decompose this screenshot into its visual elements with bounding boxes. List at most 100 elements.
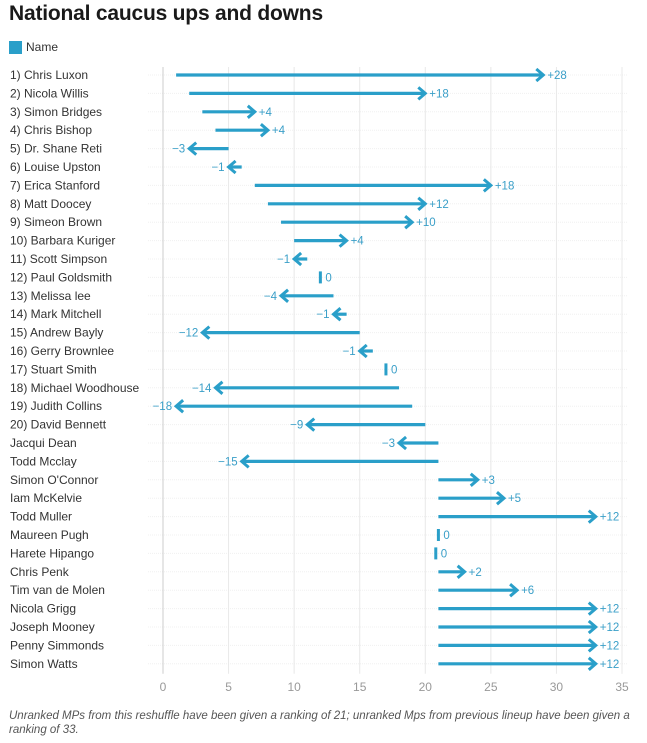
change-value-label: +3 <box>482 475 495 487</box>
row-name-label: Todd Mcclay <box>10 454 77 468</box>
row-name-label: 3) Simon Bridges <box>10 105 102 119</box>
row-name-label: Nicola Grigg <box>10 602 76 616</box>
change-arrow-head <box>278 288 290 303</box>
change-value-label: +4 <box>272 125 286 137</box>
row-name-label: 6) Louise Upston <box>10 160 101 174</box>
change-value-label: +28 <box>547 70 567 82</box>
change-arrow-head <box>304 417 316 432</box>
change-arrow-head <box>404 215 415 230</box>
change-arrow-head <box>587 509 599 524</box>
zero-change-mark <box>384 363 388 376</box>
x-tick-label: 25 <box>484 680 498 694</box>
row-name-label: 5) Dr. Shane Reti <box>10 142 102 156</box>
x-tick-label: 20 <box>419 680 433 694</box>
change-arrow-head <box>173 399 185 414</box>
chart-footnote: Unranked MPs from this reshuffle have be… <box>9 710 630 736</box>
legend-swatch <box>9 40 22 54</box>
row-name-label: 8) Matt Doocey <box>10 197 91 211</box>
change-value-label: 0 <box>391 364 397 376</box>
change-arrow-head <box>331 307 342 322</box>
row-name-label: 9) Simeon Brown <box>10 215 102 229</box>
change-value-label: 0 <box>325 272 331 284</box>
change-value-label: +12 <box>429 199 449 211</box>
change-arrow-head <box>226 159 237 175</box>
row-name-label: 12) Paul Goldsmith <box>10 270 112 284</box>
change-arrow-head <box>587 619 599 635</box>
change-value-label: −3 <box>172 144 185 156</box>
change-value-label: +10 <box>416 217 436 229</box>
change-value-label: +12 <box>600 604 620 616</box>
row-name-label: 19) Judith Collins <box>10 399 102 413</box>
zero-change-mark <box>436 529 440 541</box>
row-name-label: Tim van de Molen <box>10 583 105 597</box>
x-tick-label: 30 <box>550 680 564 694</box>
change-value-label: +2 <box>469 567 482 579</box>
row-name-label: 14) Mark Mitchell <box>10 307 101 321</box>
row-name-label: Penny Simmonds <box>10 638 104 652</box>
row-name-label: 2) Nicola Willis <box>10 86 89 100</box>
row-name-label: 7) Erica Stanford <box>10 178 100 192</box>
change-arrow-head <box>456 564 467 579</box>
x-tick-label: 35 <box>615 680 629 694</box>
change-value-label: 0 <box>443 530 449 542</box>
change-arrow-head <box>357 343 368 359</box>
change-arrow-head <box>186 141 198 156</box>
change-arrow-head <box>246 104 258 119</box>
change-arrow-head <box>213 380 224 395</box>
change-arrow-head <box>535 67 546 83</box>
row-name-label: 18) Michael Woodhouse <box>10 381 140 395</box>
change-arrow-head <box>587 656 599 671</box>
change-value-label: −9 <box>290 420 303 432</box>
change-value-label: −3 <box>382 438 395 450</box>
x-tick-label: 15 <box>353 680 367 694</box>
change-arrow-head <box>469 472 481 487</box>
change-value-label: −1 <box>211 162 224 174</box>
change-arrow-head <box>417 196 428 211</box>
row-name-label: Chris Penk <box>10 565 70 579</box>
x-tick-label: 0 <box>160 680 167 694</box>
change-arrow-head <box>396 435 408 451</box>
row-name-label: Simon O'Connor <box>10 473 98 487</box>
change-value-label: −14 <box>192 383 212 395</box>
row-name-label: 15) Andrew Bayly <box>10 326 103 340</box>
row-name-label: 13) Melissa lee <box>10 289 91 303</box>
row-name-label: 17) Stuart Smith <box>10 362 97 376</box>
change-value-label: +12 <box>600 622 620 634</box>
x-tick-label: 10 <box>287 680 301 694</box>
x-tick-label: 5 <box>225 680 232 694</box>
change-value-label: −4 <box>264 291 278 303</box>
arrow-chart: 0 5 10 15 20 25 30 35 1) Chris Luxon +28 2) Nicola… <box>10 67 629 694</box>
row-name-label: 10) Barbara Kuriger <box>10 234 115 248</box>
row-name-label: 1) Chris Luxon <box>10 68 88 82</box>
change-value-label: −1 <box>277 254 290 266</box>
change-value-label: +5 <box>508 493 521 505</box>
change-value-label: +12 <box>600 640 620 652</box>
zero-change-mark <box>434 547 438 560</box>
change-arrow-head <box>417 86 428 101</box>
change-arrow-head <box>200 325 211 340</box>
row-name-label: Jacqui Dean <box>10 436 77 450</box>
change-value-label: −18 <box>153 401 173 413</box>
legend: Name <box>9 40 58 54</box>
change-value-label: 0 <box>441 548 447 560</box>
row-name-label: Joseph Mooney <box>10 620 95 634</box>
change-value-label: −15 <box>218 456 238 468</box>
change-arrow-head <box>259 123 271 138</box>
row-name-label: Maureen Pugh <box>10 528 89 542</box>
row-name-label: 4) Chris Bishop <box>10 123 92 137</box>
row-name-label: 11) Scott Simpson <box>10 252 107 266</box>
change-value-label: −1 <box>316 309 329 321</box>
legend-label: Name <box>26 40 59 54</box>
change-arrow-head <box>239 454 250 469</box>
change-value-label: +4 <box>259 107 273 119</box>
change-arrow-head <box>482 178 494 193</box>
change-value-label: −1 <box>343 346 356 358</box>
change-arrow-head <box>291 251 303 267</box>
row-name-label: Todd Muller <box>10 510 72 524</box>
change-arrow-head <box>587 601 599 616</box>
row-name-label: Iam McKelvie <box>10 491 82 505</box>
change-arrow-head <box>587 638 599 653</box>
row-name-label: Simon Watts <box>10 657 78 671</box>
change-value-label: +18 <box>495 180 515 192</box>
change-arrow-head <box>495 491 507 506</box>
